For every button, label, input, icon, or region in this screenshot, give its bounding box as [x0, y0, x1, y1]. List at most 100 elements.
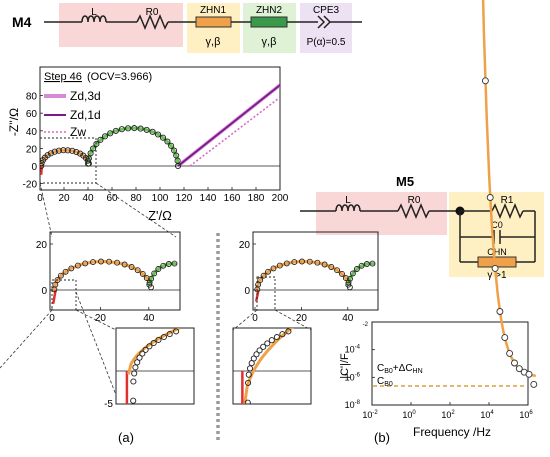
data-point: [151, 270, 158, 277]
orange-arc: [52, 259, 153, 291]
zoom-b-frame: [232, 327, 312, 405]
y-tick-label: 0: [31, 162, 37, 173]
zoom-a-data-points: [130, 328, 180, 404]
x-tick-label: 40: [82, 193, 94, 204]
data-point: [159, 134, 167, 141]
data-point: [149, 128, 156, 135]
zhn2-element-icon: [250, 16, 288, 28]
data-point: [339, 270, 345, 277]
y-tick-label: 0: [244, 286, 250, 297]
y-tick-label: 60: [26, 109, 38, 120]
x-tick-label: 106: [519, 410, 533, 420]
zoom-region-box: [51, 279, 77, 311]
y-tick-label: 10-6: [345, 372, 361, 382]
data-point: [245, 371, 252, 378]
m5-r1-label: R1: [501, 195, 514, 206]
data-point: [62, 268, 69, 275]
green-arc: [86, 126, 180, 167]
x-tick-label: 200: [272, 193, 289, 204]
m4-cpe-param: P(α)=0.5: [307, 37, 346, 48]
y-tick-label: 10-8: [345, 400, 361, 410]
data-point: [106, 258, 113, 265]
inset-a-data-points: [51, 258, 178, 293]
data-point: [139, 270, 146, 277]
data-point: [245, 379, 252, 386]
x-tick-label: 104: [480, 410, 494, 420]
data-point: [314, 259, 321, 266]
x-tick-label: 20: [95, 313, 107, 324]
m4-zhn1-label: ZHN1: [200, 5, 227, 16]
data-point: [279, 331, 286, 338]
x-tick-label: 20: [296, 313, 308, 324]
main-ylabel: -Z''/Ω: [7, 108, 21, 136]
data-point: [160, 262, 167, 269]
data-point: [130, 397, 137, 404]
data-point: [148, 275, 155, 282]
bode-fit-curve: [372, 0, 536, 378]
data-point: [501, 334, 509, 342]
data-point: [255, 281, 262, 288]
data-point: [40, 162, 45, 170]
zoom-a-plot-area: [125, 328, 180, 404]
data-point: [244, 399, 251, 404]
inset-b-data-points: [254, 258, 376, 293]
zoom-guide-line: [232, 309, 258, 331]
data-point: [60, 147, 67, 154]
data-point: [155, 266, 162, 272]
zoom-b-plot-area: [241, 328, 294, 404]
x-tick-label: 80: [130, 193, 142, 204]
m4-zhn1-box: [187, 3, 240, 53]
data-point: [511, 359, 518, 367]
data-point: [283, 260, 290, 267]
zoom-a-frame: [115, 327, 195, 405]
m4-r0-label: R0: [146, 7, 159, 18]
data-point: [369, 260, 376, 267]
m4-zhn2-label: ZHN2: [256, 5, 283, 16]
x-tick-label: 0: [37, 193, 43, 204]
data-point: [345, 281, 352, 288]
zoom-a-ytick: -5: [104, 399, 113, 410]
data-point: [51, 148, 58, 155]
data-point: [134, 267, 141, 274]
data-point: [530, 380, 538, 388]
m4-circuit: M4 L R0 ZHN1 ZHN2 CPE3 γ,β γ,β P(α)=0.5: [12, 3, 362, 53]
zoom-b-data-points: [244, 328, 292, 404]
data-point: [506, 349, 514, 357]
inset-a-ticks: 0 20 40 0 20: [36, 240, 155, 324]
m4-resistor-box: [59, 3, 183, 47]
data-point: [57, 272, 64, 279]
resistor-icon: [397, 203, 430, 219]
inset-b-plot-area: [254, 258, 376, 302]
data-point: [173, 328, 180, 335]
data-point: [98, 258, 104, 265]
data-point: [125, 125, 132, 132]
inset-b-chart: 0 20 40 0 20: [239, 231, 379, 324]
x-tick-label: 100: [152, 193, 169, 204]
data-point: [481, 77, 489, 85]
data-point: [97, 136, 104, 143]
resistor-icon: [136, 14, 169, 30]
data-point: [285, 328, 292, 335]
bode-xlabel: Frequency /Hz: [413, 425, 491, 439]
data-point: [246, 365, 254, 372]
data-point: [525, 370, 533, 378]
data-point: [334, 267, 341, 274]
data-point: [491, 264, 499, 272]
x-tick-label: 100: [402, 410, 416, 420]
data-point: [171, 260, 178, 267]
caption-a: (a): [118, 430, 134, 445]
main-data-points: [40, 125, 182, 170]
step-label: Step 46: [44, 71, 82, 83]
data-point: [276, 262, 283, 269]
data-point: [264, 340, 271, 347]
cpe-element-icon: [317, 15, 326, 29]
data-point: [165, 261, 172, 267]
data-point: [164, 138, 171, 145]
data-point: [496, 308, 504, 315]
x-tick-label: 140: [200, 193, 217, 204]
data-point: [107, 130, 114, 137]
data-point: [82, 260, 89, 267]
data-point: [306, 258, 313, 265]
data-point: [155, 336, 162, 343]
